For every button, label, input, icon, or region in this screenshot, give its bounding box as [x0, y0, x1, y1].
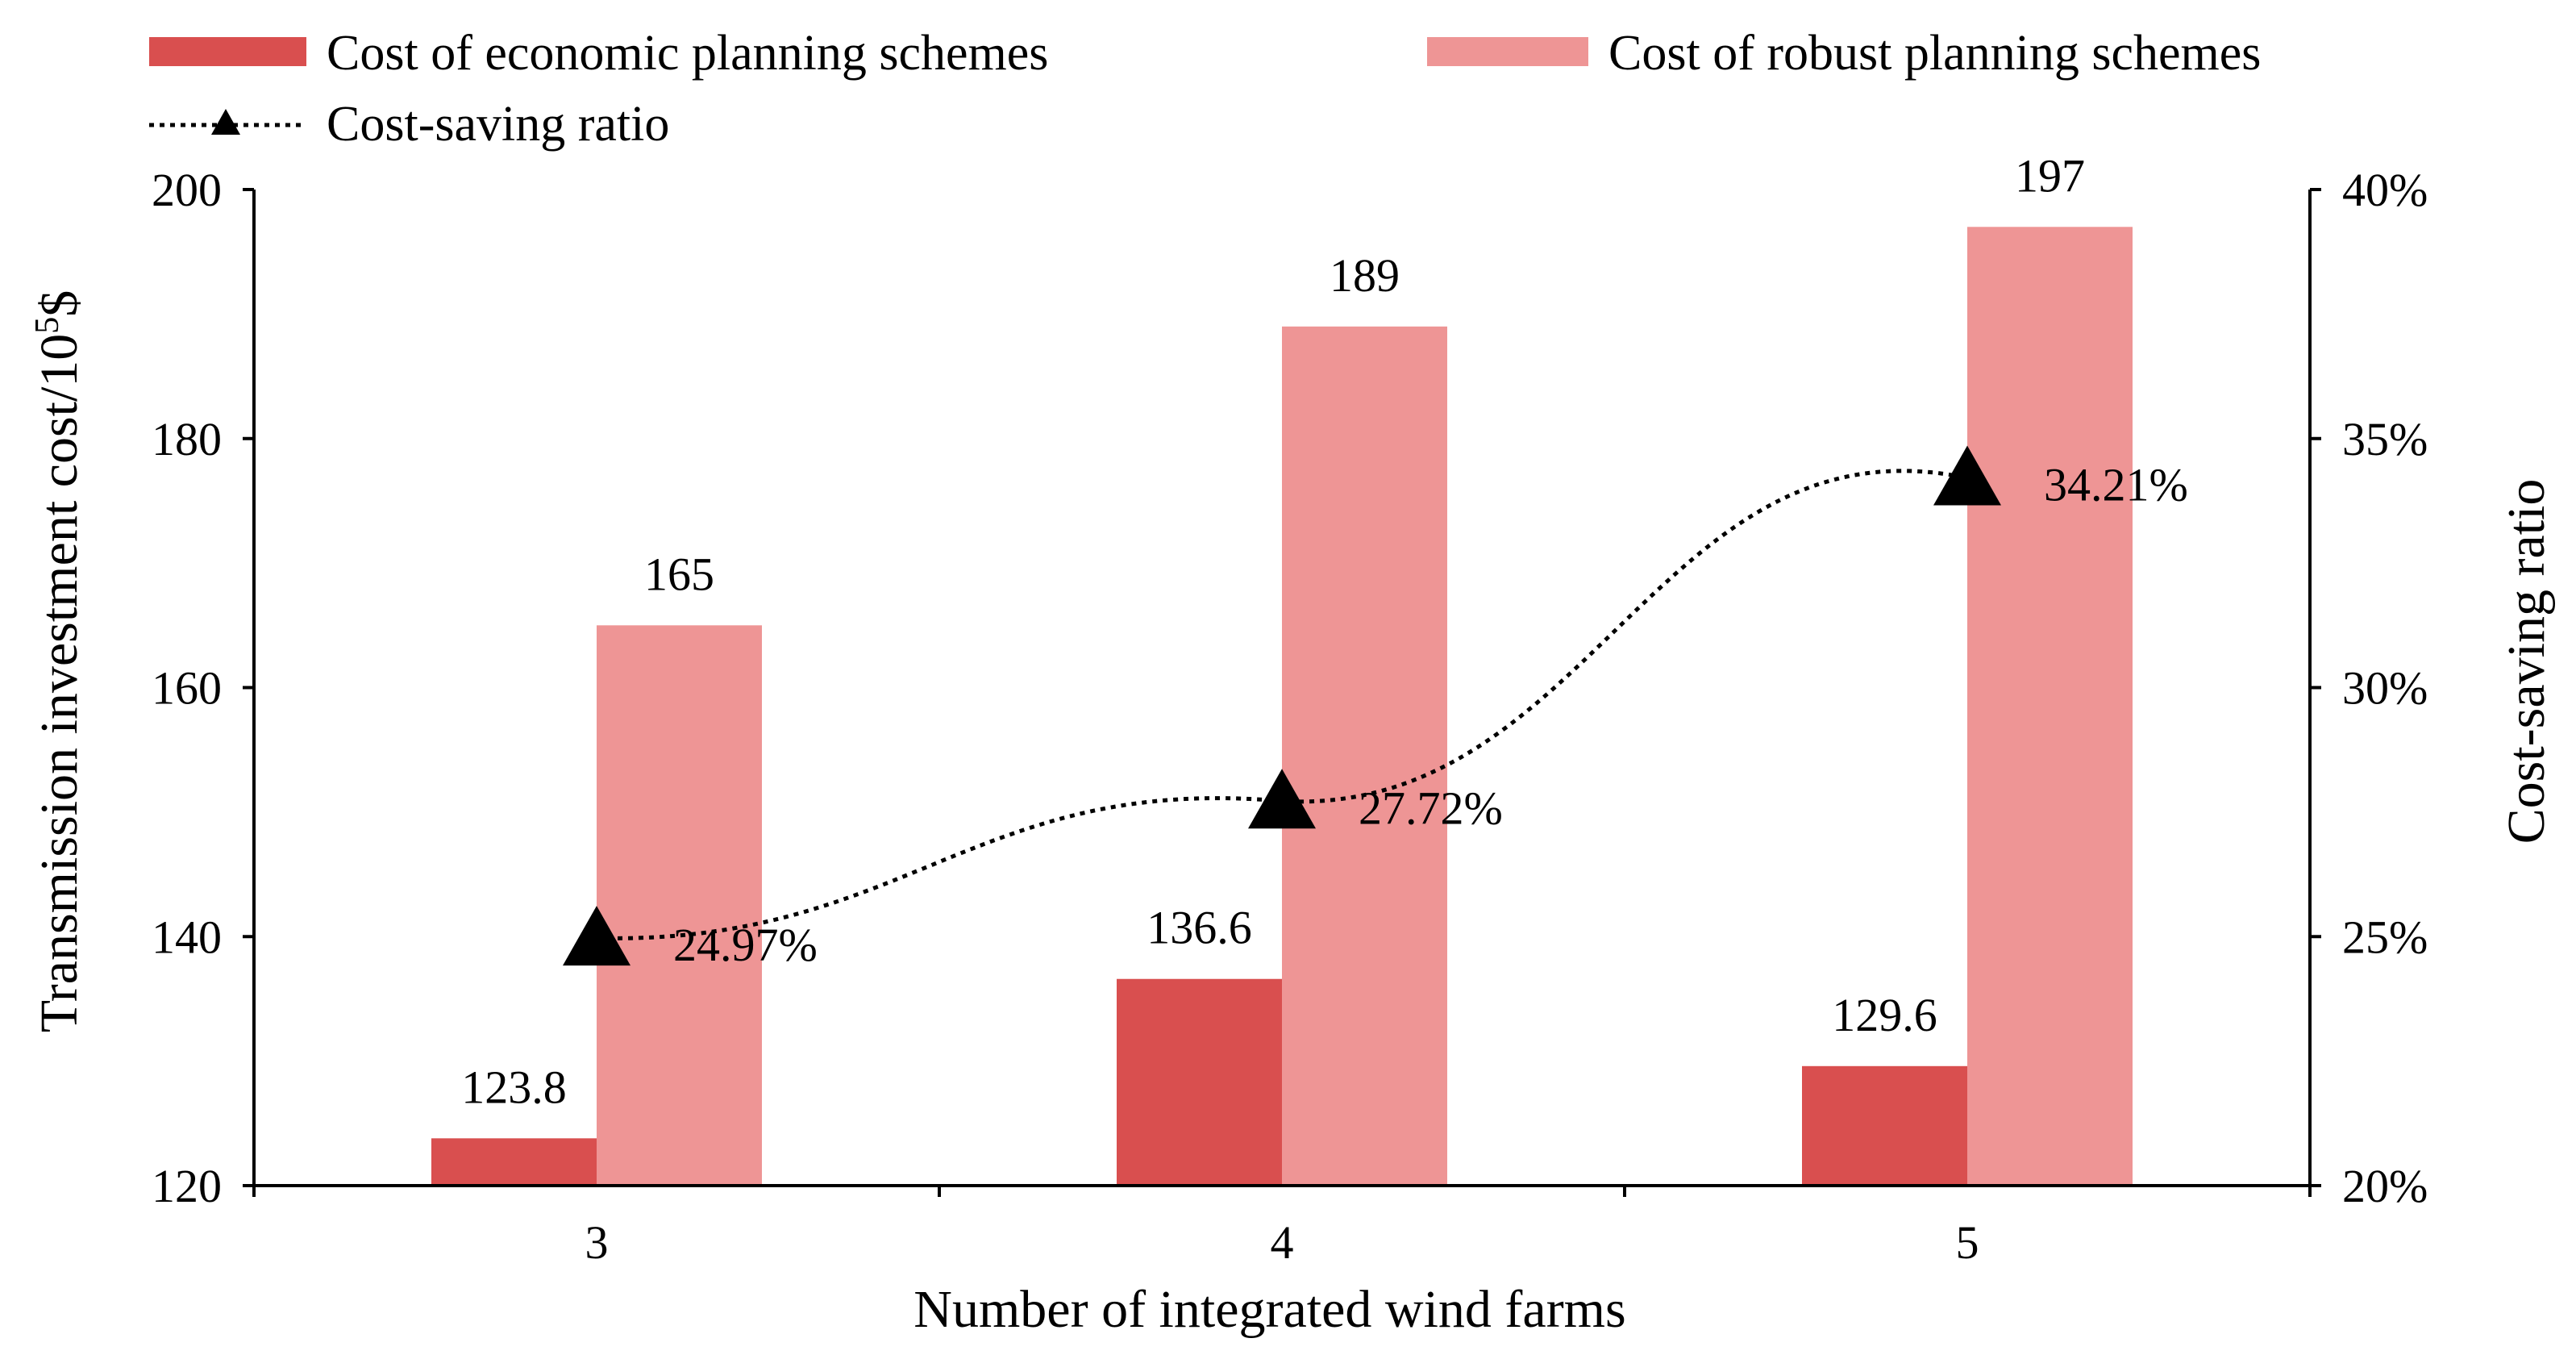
x-tick-label-5: 5 [1956, 1216, 1979, 1269]
y-axis-title-left-exponent: 5 [29, 317, 66, 334]
bar-robust-4 [1282, 326, 1447, 1186]
bar-robust-5 [1967, 227, 2133, 1186]
bar-economic-5 [1802, 1065, 1967, 1186]
line-layer [563, 445, 2001, 966]
data-labels-layer: 123.8 136.6 129.6 165 189 197 24.97% 27.72% 34.2… [461, 149, 2188, 1113]
y-axis-title-left-unit: $ [30, 290, 89, 317]
bar-economic-3 [431, 1138, 597, 1186]
bars-layer [431, 227, 2133, 1186]
ratio-label-3: 24.97% [673, 919, 818, 971]
y2-tick-label-25%: 25% [2342, 911, 2428, 963]
data-label-robust-5: 197 [2015, 149, 2085, 202]
y2-tick-label-20%: 20% [2342, 1160, 2428, 1212]
y2-tick-label-35%: 35% [2342, 413, 2428, 465]
y-tick-label-140: 140 [152, 911, 222, 963]
legend-swatch-robust [1427, 37, 1588, 66]
bar-robust-3 [597, 625, 762, 1186]
triangle-marker-5 [1933, 445, 2001, 506]
y-axis-title-left-text: Transmission investment cost/10 [30, 334, 89, 1033]
x-axis-title: Number of integrated wind farms [913, 1280, 1625, 1339]
legend-label-ratio: Cost-saving ratio [327, 97, 669, 152]
legend-label-economic: Cost of economic planning schemes [327, 26, 1048, 81]
y-axis-title-right: Cost-saving ratio [2497, 479, 2556, 844]
y-tick-label-120: 120 [152, 1160, 222, 1212]
x-tick-label-4: 4 [1271, 1216, 1294, 1269]
bar-economic-4 [1117, 978, 1282, 1186]
legend: Cost of economic planning schemes Cost of… [149, 26, 2261, 152]
data-label-robust-4: 189 [1330, 249, 1400, 302]
ratio-label-5: 34.21% [2044, 459, 2188, 511]
y-tick-label-180: 180 [152, 413, 222, 465]
data-label-economic-3: 123.8 [461, 1061, 567, 1113]
legend-swatch-economic [149, 37, 306, 66]
axes-layer: 120 140 160 180 200 20% 25% 30% 35% 40% 3 4 5 [152, 164, 2428, 1269]
legend-label-robust: Cost of robust planning schemes [1608, 26, 2261, 81]
data-label-economic-4: 136.6 [1147, 902, 1252, 954]
y-axis-title-left: Transmission investment cost/105$ [29, 290, 89, 1033]
y-tick-label-200: 200 [152, 164, 222, 216]
data-label-robust-3: 165 [644, 548, 714, 600]
data-label-economic-5: 129.6 [1832, 989, 1937, 1041]
y2-tick-label-30%: 30% [2342, 662, 2428, 715]
ratio-label-4: 27.72% [1359, 782, 1503, 834]
x-tick-label-3: 3 [585, 1216, 609, 1269]
legend-triangle-icon [211, 109, 240, 135]
y2-tick-label-40%: 40% [2342, 164, 2428, 216]
triangle-marker-3 [563, 906, 630, 966]
triangle-marker-4 [1248, 769, 1316, 829]
y-tick-label-160: 160 [152, 662, 222, 715]
